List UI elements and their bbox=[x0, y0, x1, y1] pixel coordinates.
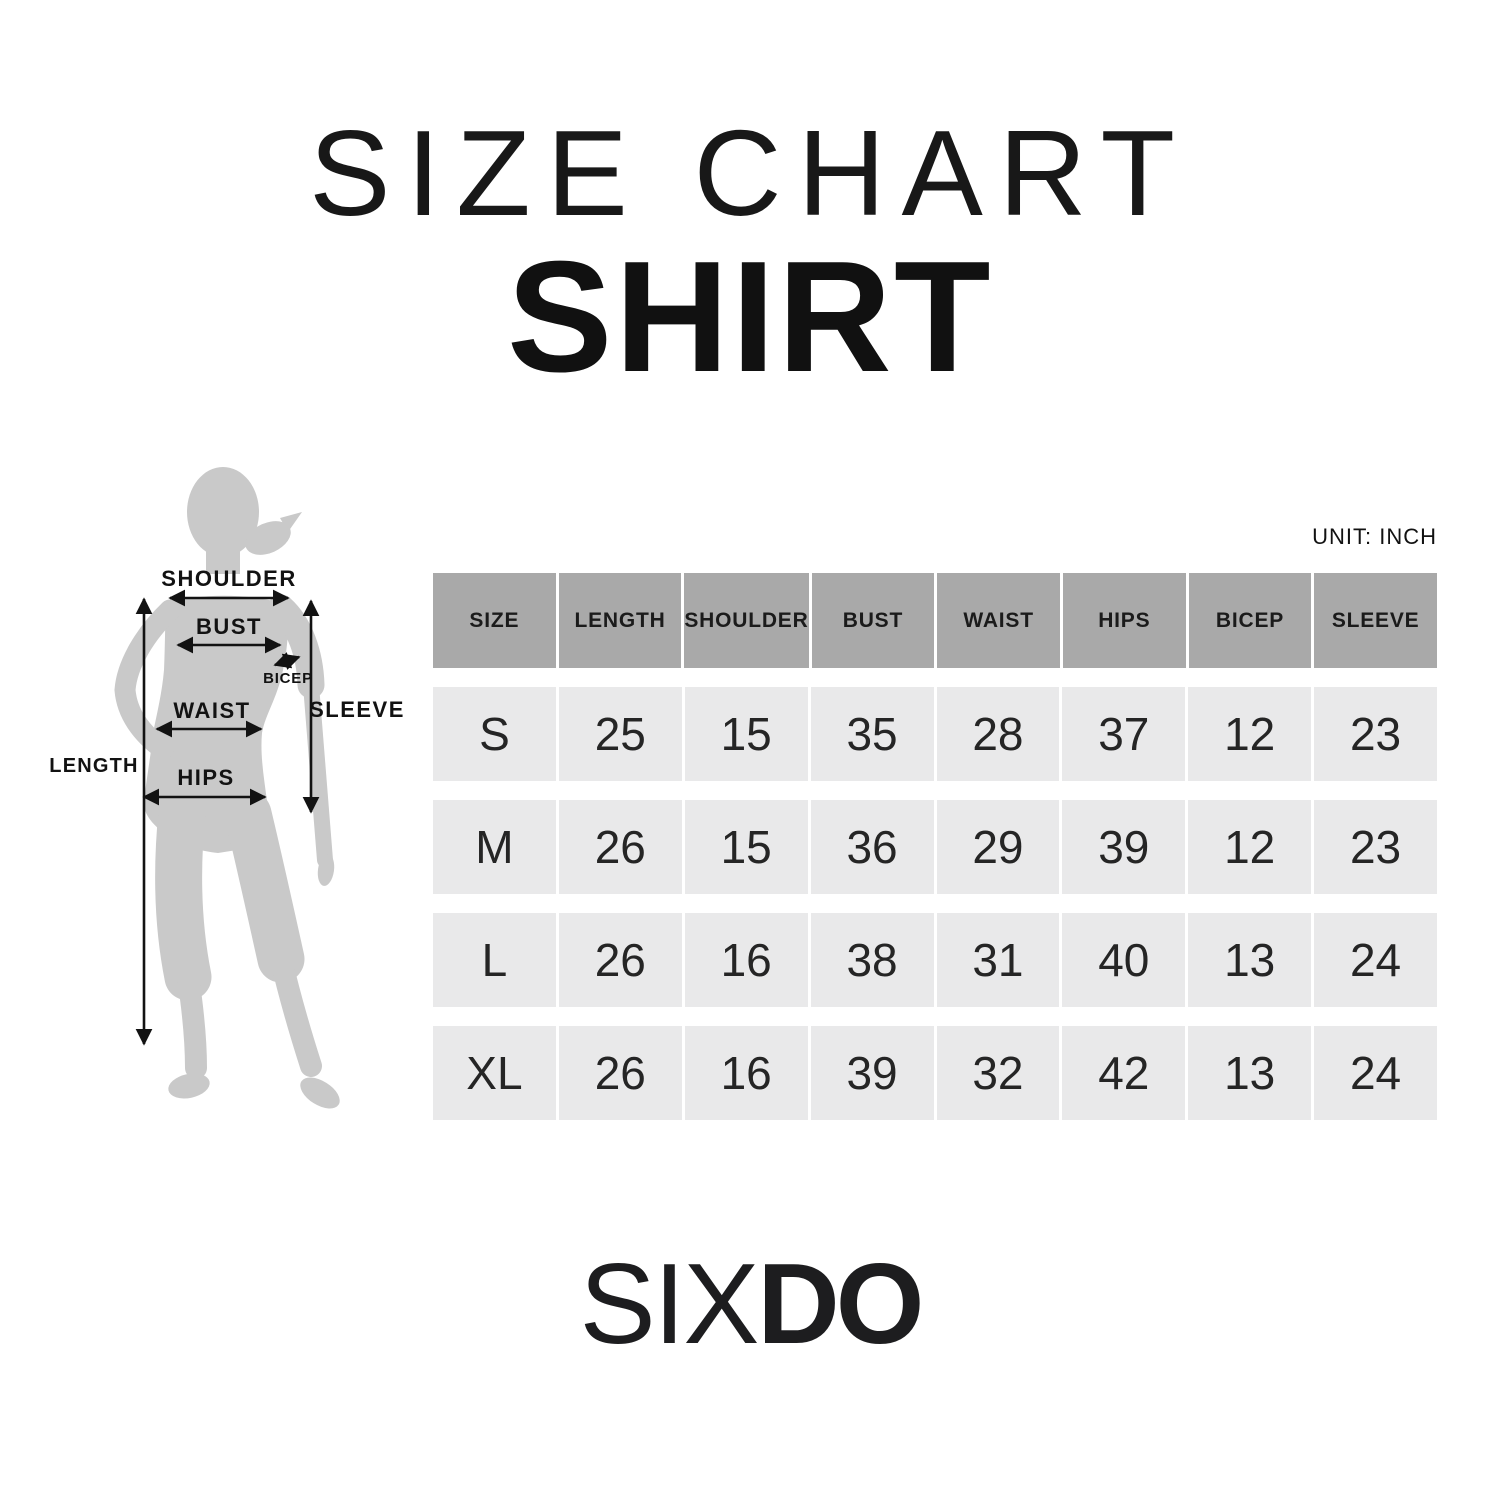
value-cell: 31 bbox=[936, 913, 1060, 1007]
value-cell: 28 bbox=[936, 687, 1060, 781]
value-cell: 23 bbox=[1314, 800, 1437, 894]
page-title: SIZE CHART bbox=[309, 105, 1191, 241]
value-cell: 38 bbox=[810, 913, 934, 1007]
length-label: LENGTH bbox=[49, 755, 138, 777]
column-header-shoulder: SHOULDER bbox=[684, 573, 809, 668]
table-row: S 25 15 35 28 37 12 23 bbox=[433, 687, 1437, 781]
value-cell: 12 bbox=[1188, 687, 1312, 781]
bust-label: BUST bbox=[196, 614, 262, 639]
size-cell: M bbox=[433, 800, 556, 894]
waist-label: WAIST bbox=[173, 698, 250, 723]
sleeve-label: SLEEVE bbox=[309, 697, 405, 722]
hips-label: HIPS bbox=[177, 765, 234, 790]
size-table: SIZE LENGTH SHOULDER BUST WAIST HIPS BICEP SLEE… bbox=[433, 573, 1437, 1120]
value-cell: 12 bbox=[1188, 800, 1312, 894]
value-cell: 39 bbox=[1062, 800, 1186, 894]
column-header-waist: WAIST bbox=[937, 573, 1060, 668]
value-cell: 26 bbox=[558, 800, 682, 894]
column-header-bust: BUST bbox=[811, 573, 935, 668]
table-row: XL 26 16 39 32 42 13 24 bbox=[433, 1026, 1437, 1120]
brand-logo-bold: DO bbox=[757, 1241, 924, 1368]
value-cell: 40 bbox=[1062, 913, 1186, 1007]
table-row: M 26 15 36 29 39 12 23 bbox=[433, 800, 1437, 894]
table-row: L 26 16 38 31 40 13 24 bbox=[433, 913, 1437, 1007]
bicep-label: BICEP bbox=[263, 670, 313, 687]
column-header-sleeve: SLEEVE bbox=[1314, 573, 1437, 668]
column-header-length: LENGTH bbox=[558, 573, 682, 668]
value-cell: 13 bbox=[1188, 1026, 1312, 1120]
size-cell: S bbox=[433, 687, 556, 781]
value-cell: 13 bbox=[1188, 913, 1312, 1007]
value-cell: 42 bbox=[1062, 1026, 1186, 1120]
value-cell: 26 bbox=[558, 1026, 682, 1120]
measurement-arrows bbox=[135, 589, 320, 1046]
value-cell: 23 bbox=[1314, 687, 1437, 781]
value-cell: 35 bbox=[810, 687, 934, 781]
value-cell: 16 bbox=[684, 1026, 808, 1120]
shoulder-label: SHOULDER bbox=[161, 566, 296, 591]
value-cell: 15 bbox=[684, 800, 808, 894]
value-cell: 32 bbox=[936, 1026, 1060, 1120]
value-cell: 24 bbox=[1314, 913, 1437, 1007]
unit-label: UNIT: INCH bbox=[1312, 524, 1437, 549]
table-header-row: SIZE LENGTH SHOULDER BUST WAIST HIPS BICEP SLEE… bbox=[433, 573, 1437, 668]
size-cell: L bbox=[433, 913, 556, 1007]
body-silhouette-figure: SHOULDER BUST BICEP WAIST SLEEVE LENGTH … bbox=[49, 467, 405, 1109]
value-cell: 24 bbox=[1314, 1026, 1437, 1120]
value-cell: 15 bbox=[684, 687, 808, 781]
column-header-bicep: BICEP bbox=[1188, 573, 1312, 668]
value-cell: 39 bbox=[810, 1026, 934, 1120]
value-cell: 37 bbox=[1062, 687, 1186, 781]
value-cell: 25 bbox=[558, 687, 682, 781]
brand-logo: SIXDO bbox=[0, 1248, 1500, 1362]
page-subtitle: SHIRT bbox=[507, 229, 993, 405]
size-cell: XL bbox=[433, 1026, 556, 1120]
brand-logo-thin: SIX bbox=[579, 1241, 760, 1368]
value-cell: 16 bbox=[684, 913, 808, 1007]
table-body: S 25 15 35 28 37 12 23 M 26 15 36 29 39 12 23 L 26 16 38 31 4… bbox=[433, 687, 1437, 1120]
value-cell: 29 bbox=[936, 800, 1060, 894]
bicep-arrow bbox=[273, 652, 301, 670]
column-header-size: SIZE bbox=[433, 573, 556, 668]
value-cell: 26 bbox=[558, 913, 682, 1007]
value-cell: 36 bbox=[810, 800, 934, 894]
column-header-hips: HIPS bbox=[1062, 573, 1186, 668]
measurement-diagram: SHOULDER BUST BICEP WAIST SLEEVE LENGTH … bbox=[30, 452, 450, 1162]
